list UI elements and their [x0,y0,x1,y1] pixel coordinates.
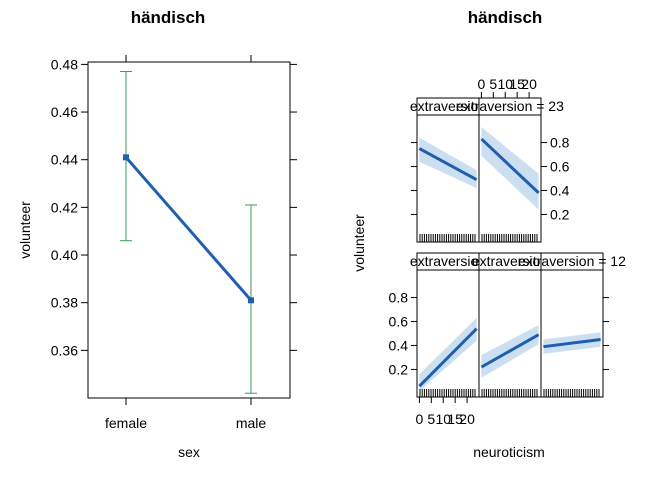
fit-line [418,327,478,388]
left-x-axis: female male [105,55,266,431]
panel: extraversion [410,252,486,398]
panel-strip [540,252,604,271]
effect-point [248,297,254,304]
fit-line [480,333,540,369]
right-x-tick-label-top: 5 [489,76,497,92]
panel-strip-label: extraversion [472,253,548,269]
left-series [120,71,257,394]
left-y-tick-label: 0.44 [51,152,78,168]
right-x-tick-label-bottom: 15 [447,411,463,427]
right-x-tick-label-bottom: 0 [415,411,423,427]
panel-strip-label: extraversion = 23 [456,98,564,114]
left-y-tick-label: 0.38 [51,295,78,311]
right-y-tick-label-top: 0.2 [550,206,570,222]
right-x-axis-label: neuroticism [473,444,545,460]
left-chart-title: händisch [131,8,206,27]
right-chart-title: händisch [468,8,543,27]
right-y-tick-label-top: 0.8 [550,135,570,151]
left-y-axis: 0.36 0.38 0.40 0.42 0.44 0.46 0.48 [51,56,297,358]
panel-frame [540,252,604,398]
panel-strip [478,97,542,116]
right-x-tick-label-top: 10 [497,76,513,92]
right-x-tick-label-bottom: 10 [435,411,451,427]
right-x-tick-label-bottom: 20 [459,411,475,427]
panel: extraversion [472,252,548,398]
left-y-axis-label: volunteer [17,201,33,259]
left-y-tick-label: 0.40 [51,247,78,263]
right-x-tick-label-bottom: 5 [427,411,435,427]
fit-line [543,338,601,349]
right-y-tick-label-top: 0.6 [550,159,570,175]
right-y-axis-label: volunteer [351,214,367,272]
fit-line [480,137,540,194]
left-plot-frame [87,61,291,399]
right-y-tick-label-bottom: 0.2 [389,361,409,377]
fit-line [418,147,478,182]
panel-strip-label: extraversion [410,98,486,114]
right-y-tick-label-bottom: 0.8 [389,290,409,306]
confidence-band [481,127,539,210]
right-x-tick-label-top: 15 [509,76,525,92]
left-x-axis-label: sex [178,444,200,460]
panel: extraversion [410,97,486,243]
left-x-tick-label: male [236,415,267,431]
right-x-tick-label-top: 0 [477,76,485,92]
left-y-tick-label: 0.36 [51,342,78,358]
panel-strip-label: extraversion = 12 [518,253,626,269]
right-y-tick-label-bottom: 0.4 [389,337,409,353]
panel: extraversion = 23 [456,97,564,243]
left-y-tick-label: 0.42 [51,199,78,215]
left-x-tick-label: female [105,415,147,431]
right-y-tick-label-bottom: 0.6 [389,314,409,330]
left-y-tick-label: 0.48 [51,56,78,72]
left-y-tick-label: 0.46 [51,104,78,120]
effect-point [123,154,129,161]
right-y-tick-label-top: 0.4 [550,182,570,198]
panel-frame [478,252,542,398]
right-x-tick-label-top: 20 [521,76,537,92]
effect-line [124,156,253,302]
panel: extraversion = 12 [518,252,626,398]
panel-strip-label: extraversion [410,253,486,269]
